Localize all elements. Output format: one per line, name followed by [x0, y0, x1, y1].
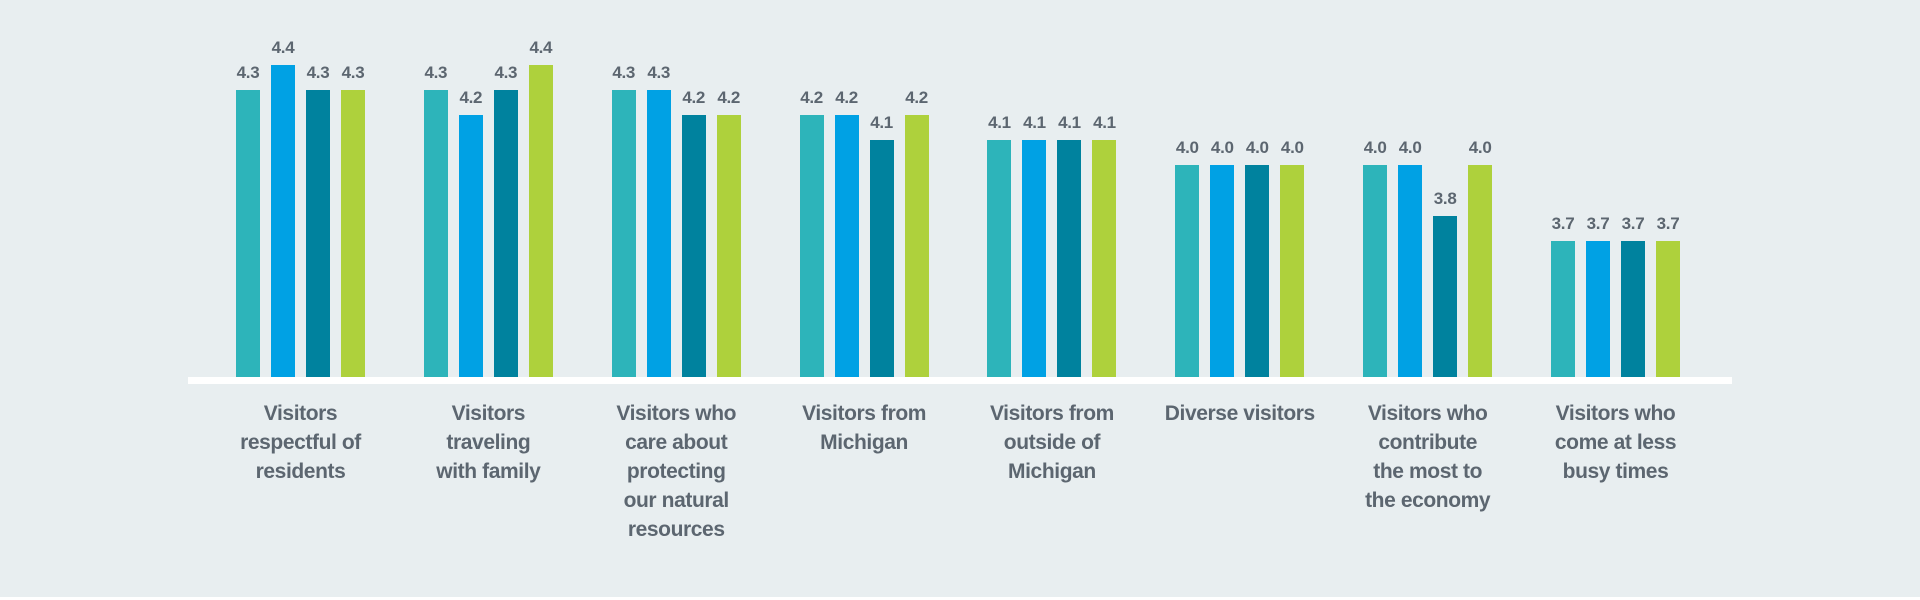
bar-dark-teal: [1057, 140, 1082, 377]
bar-blue: [834, 115, 859, 377]
category-label-line: Michigan: [1008, 460, 1096, 483]
bar-green: [904, 115, 929, 377]
category-label-line: busy times: [1562, 460, 1669, 483]
bar-green: [1280, 165, 1305, 377]
bar-green: [528, 65, 553, 377]
bar-value-label: 4.0: [1245, 138, 1269, 157]
bar-green: [341, 90, 365, 377]
bar-dark-teal: [493, 90, 518, 377]
category-label-line: respectful of: [240, 431, 361, 454]
bar-value-label: 4.1: [870, 113, 893, 132]
category-label: Diverse visitors: [1145, 399, 1335, 428]
bar-value-label: 4.3: [424, 63, 448, 82]
category-label-line: protecting: [626, 460, 726, 483]
category-label-line: Visitors from: [989, 402, 1114, 425]
bar-value-label: 4.3: [612, 63, 636, 82]
bar-blue: [1398, 165, 1423, 377]
category-label-line: our natural: [623, 489, 730, 512]
category-label: Visitors from outside of Michigan: [957, 399, 1147, 486]
category-label-line: the most to: [1373, 460, 1483, 483]
bar-value-label: 3.8: [1433, 189, 1457, 208]
category-label: Visitors who contribute the most to the eco…: [1333, 399, 1523, 515]
bar-value-label: 3.7: [1551, 214, 1575, 233]
category-label-line: Visitors: [451, 402, 526, 425]
bar-value-label: 4.4: [529, 38, 553, 57]
bar-value-label: 4.1: [1058, 113, 1081, 132]
bar-green: [716, 115, 741, 377]
bar-dark-teal: [869, 140, 894, 377]
bar-teal: [799, 115, 824, 377]
category-label-line: Visitors who: [1367, 402, 1488, 425]
bar-value-label: 4.3: [306, 63, 330, 82]
bottom-border: [0, 597, 1920, 600]
bar-value-label: 4.3: [236, 63, 260, 82]
bar-teal: [987, 140, 1012, 377]
category-label-line: with family: [436, 460, 541, 483]
bar-value-label: 4.2: [682, 88, 706, 107]
bar-green: [1656, 241, 1681, 377]
bar-dark-teal: [681, 115, 706, 377]
category-label-line: contribute: [1378, 431, 1477, 454]
bar-value-label: 4.2: [717, 88, 741, 107]
bar-value-label: 4.0: [1363, 138, 1387, 157]
bar-value-label: 4.2: [459, 88, 483, 107]
bar-teal: [1175, 165, 1200, 377]
bar-green: [1092, 140, 1117, 377]
category-label-line: resources: [627, 518, 725, 541]
category-label-line: care about: [625, 431, 728, 454]
bar-value-label: 4.0: [1398, 138, 1422, 157]
bar-value-label: 3.7: [1586, 214, 1610, 233]
category-label: Visitors traveling with family: [393, 399, 583, 486]
bar-teal: [423, 90, 448, 377]
category-label-line: Diverse visitors: [1164, 402, 1315, 425]
category-label-line: the economy: [1365, 489, 1491, 512]
bar-dark-teal: [1433, 216, 1458, 377]
bar-value-label: 4.0: [1175, 138, 1199, 157]
bar-value-label: 4.2: [905, 88, 928, 107]
category-label-line: Visitors who: [616, 402, 737, 425]
category-label-line: Visitors: [263, 402, 338, 425]
category-label-line: Visitors who: [1555, 402, 1676, 425]
bar-blue: [1210, 165, 1235, 377]
bar-dark-teal: [306, 90, 330, 377]
bar-teal: [1363, 165, 1388, 377]
bar-blue: [1586, 241, 1611, 377]
category-label-line: outside of: [1003, 431, 1101, 454]
bar-value-label: 4.0: [1280, 138, 1304, 157]
bar-dark-teal: [1245, 165, 1270, 377]
bar-teal: [1551, 241, 1576, 377]
category-label-line: residents: [255, 460, 346, 483]
category-label-line: traveling: [446, 431, 531, 454]
bar-blue: [458, 115, 483, 377]
bar-value-label: 3.7: [1656, 214, 1680, 233]
category-label: Visitors from Michigan: [769, 399, 959, 457]
bar-value-label: 4.3: [341, 63, 365, 82]
bar-value-label: 4.1: [1023, 113, 1046, 132]
bar-teal: [611, 90, 636, 377]
x-axis-line: [188, 377, 1732, 384]
bar-value-label: 4.0: [1468, 138, 1492, 157]
bar-value-label: 4.4: [271, 38, 295, 57]
bar-dark-teal: [1621, 241, 1646, 377]
bar-value-label: 4.2: [800, 88, 823, 107]
bar-value-label: 4.1: [1093, 113, 1116, 132]
category-label: Visitors who come at less busy times: [1521, 399, 1711, 486]
bar-blue: [271, 65, 295, 377]
bar-value-label: 3.7: [1621, 214, 1645, 233]
bar-value-label: 4.1: [988, 113, 1011, 132]
bar-teal: [236, 90, 260, 377]
category-label-line: come at less: [1554, 431, 1677, 454]
bar-value-label: 4.3: [647, 63, 671, 82]
category-label-line: Visitors from: [802, 402, 927, 425]
category-label-line: Michigan: [820, 431, 908, 454]
bar-blue: [646, 90, 671, 377]
bar-value-label: 4.0: [1210, 138, 1234, 157]
bar-value-label: 4.3: [494, 63, 518, 82]
bar-green: [1468, 165, 1493, 377]
bar-value-label: 4.2: [835, 88, 858, 107]
bar-blue: [1022, 140, 1047, 377]
category-label: Visitors who care about protecting our natu…: [581, 399, 771, 544]
category-label: Visitors respectful of residents: [206, 399, 396, 486]
